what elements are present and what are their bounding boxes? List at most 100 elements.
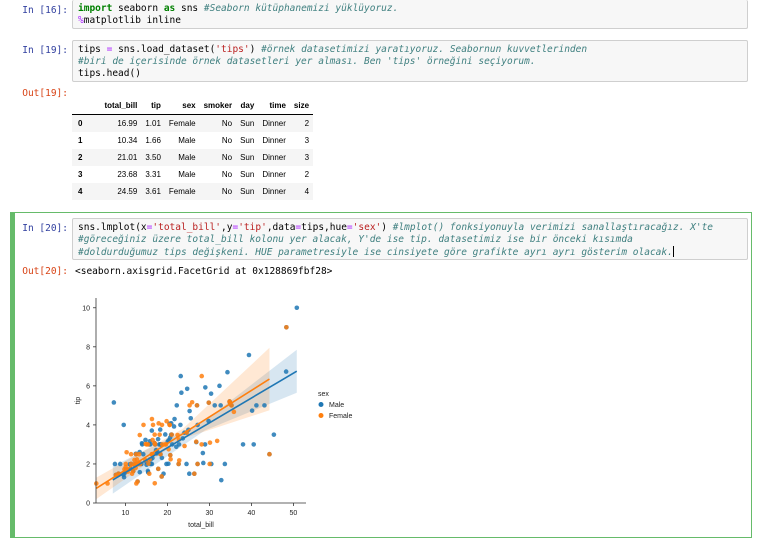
out20-prompt: Out[20]: bbox=[22, 266, 68, 277]
dataframe-table: total_bill tip sex smoker day time size … bbox=[72, 97, 314, 200]
legend-marker-female bbox=[318, 413, 324, 418]
table-cell: Sun bbox=[240, 170, 255, 179]
table-cell: 2 bbox=[304, 119, 310, 128]
table-row: 0 16.99 1.01 Female No Sun Dinner 2 bbox=[72, 114, 314, 132]
y-tick-label: 2 bbox=[86, 461, 90, 468]
code-line: sns.lmplot(x='total_bill',y='tip',data=t… bbox=[78, 222, 713, 233]
data-point-female bbox=[192, 471, 197, 477]
data-point-female bbox=[150, 422, 156, 428]
table-row: 2 21.01 3.50 Male No Sun Dinner 3 bbox=[72, 149, 314, 166]
cell19-prompt: In [19]: bbox=[22, 45, 68, 56]
table-cell: No bbox=[221, 136, 233, 145]
data-point-female bbox=[146, 471, 152, 477]
data-point-female bbox=[149, 416, 155, 422]
code-comment: #göreceğiniz üzere total_bill kolonu yer… bbox=[78, 234, 633, 245]
code-comment: #doldurduğumuz tips değişkeni. HUE param… bbox=[78, 247, 673, 258]
data-point-female bbox=[194, 403, 200, 408]
data-point-female bbox=[124, 449, 129, 455]
code-line: tips.head() bbox=[78, 68, 141, 79]
cell16-prompt: In [16]: bbox=[22, 5, 68, 16]
data-point-male bbox=[143, 437, 148, 443]
data-point-male bbox=[162, 432, 168, 437]
data-point-female bbox=[146, 461, 151, 466]
table-cell: 4 bbox=[304, 187, 310, 196]
data-point-male bbox=[149, 461, 155, 467]
data-point-female bbox=[135, 479, 140, 484]
row-index: 1 bbox=[78, 136, 83, 145]
data-point-male bbox=[212, 403, 218, 408]
data-point-male bbox=[164, 461, 169, 467]
data-point-male bbox=[225, 369, 230, 375]
data-point-female bbox=[231, 409, 237, 415]
cell19-code-editor[interactable]: tips = sns.load_dataset('tips') #örnek d… bbox=[72, 40, 748, 82]
data-point-male bbox=[174, 403, 180, 408]
data-point-male bbox=[249, 408, 255, 413]
data-point-male bbox=[155, 436, 161, 442]
table-cell: 3.61 bbox=[145, 187, 161, 196]
data-point-male bbox=[178, 373, 184, 379]
operator: = bbox=[346, 222, 353, 233]
data-point-male bbox=[178, 422, 183, 428]
regression-line-female bbox=[95, 378, 270, 490]
table-cell: Dinner bbox=[262, 136, 286, 145]
cell20-code-editor[interactable]: sns.lmplot(x='total_bill',y='tip',data=t… bbox=[72, 218, 748, 260]
data-point-male bbox=[121, 422, 127, 428]
table-cell: 1.01 bbox=[145, 119, 161, 128]
data-point-male bbox=[184, 461, 189, 467]
data-point-female bbox=[207, 461, 212, 467]
data-point-female bbox=[167, 452, 173, 458]
code-token: ) bbox=[381, 222, 393, 233]
data-point-male bbox=[222, 461, 228, 467]
data-point-female bbox=[207, 440, 213, 445]
data-point-female bbox=[141, 422, 146, 428]
operator: = bbox=[106, 44, 113, 55]
table-cell: 1.66 bbox=[145, 136, 161, 145]
y-tick-label: 4 bbox=[86, 422, 90, 429]
data-point-female bbox=[176, 458, 182, 463]
code-comment: #Seaborn kütüphanemizi yüklüyoruz. bbox=[203, 3, 399, 14]
table-cell: 3.50 bbox=[145, 153, 161, 162]
data-point-female bbox=[150, 437, 155, 443]
data-point-male bbox=[271, 432, 277, 437]
legend-label-male: Male bbox=[329, 402, 344, 409]
data-point-male bbox=[174, 444, 179, 450]
row-index: 3 bbox=[78, 170, 83, 179]
table-cell: No bbox=[221, 170, 233, 179]
out19-prompt: Out[19]: bbox=[22, 88, 68, 99]
code-comment: #lmplot() fonksiyonuyla verimizi sanalla… bbox=[392, 222, 714, 233]
data-point-female bbox=[159, 474, 164, 479]
table-cell: Sun bbox=[240, 136, 255, 145]
data-point-male bbox=[139, 442, 145, 447]
y-tick-label: 10 bbox=[82, 305, 90, 312]
data-point-female bbox=[168, 456, 173, 462]
data-point-male bbox=[188, 415, 194, 421]
selected-cell[interactable] bbox=[10, 212, 752, 538]
legend-title: sex bbox=[318, 391, 329, 398]
operator: = bbox=[295, 222, 302, 233]
y-tick-label: 8 bbox=[86, 344, 90, 351]
legend-label-female: Female bbox=[329, 413, 352, 420]
table-header: total_bill bbox=[100, 97, 142, 115]
table-cell: Sun bbox=[240, 119, 255, 128]
table-cell: Male bbox=[178, 170, 196, 179]
text-cursor bbox=[672, 246, 674, 257]
cell16-code-editor[interactable]: import seaborn as sns #Seaborn kütüphane… bbox=[72, 0, 748, 29]
data-point-female bbox=[152, 480, 158, 486]
table-cell: 23.68 bbox=[117, 170, 138, 179]
code-token: ,data bbox=[266, 222, 296, 233]
data-point-female bbox=[267, 451, 272, 457]
table-cell: 21.01 bbox=[117, 153, 138, 162]
table-cell: Sun bbox=[240, 187, 255, 196]
code-token: seaborn bbox=[112, 3, 164, 14]
row-index: 2 bbox=[78, 153, 83, 162]
table-header: sex bbox=[164, 97, 200, 115]
data-point-female bbox=[193, 439, 199, 444]
data-point-female bbox=[187, 403, 192, 408]
data-point-male bbox=[208, 391, 214, 396]
table-cell: No bbox=[221, 187, 233, 196]
data-point-male bbox=[179, 390, 184, 395]
data-point-female bbox=[214, 438, 220, 444]
table-cell: 10.34 bbox=[117, 136, 138, 145]
y-tick-label: 6 bbox=[86, 383, 90, 390]
code-comment: #örnek datasetimizi yaratıyoruz. Seaborn… bbox=[261, 44, 588, 55]
